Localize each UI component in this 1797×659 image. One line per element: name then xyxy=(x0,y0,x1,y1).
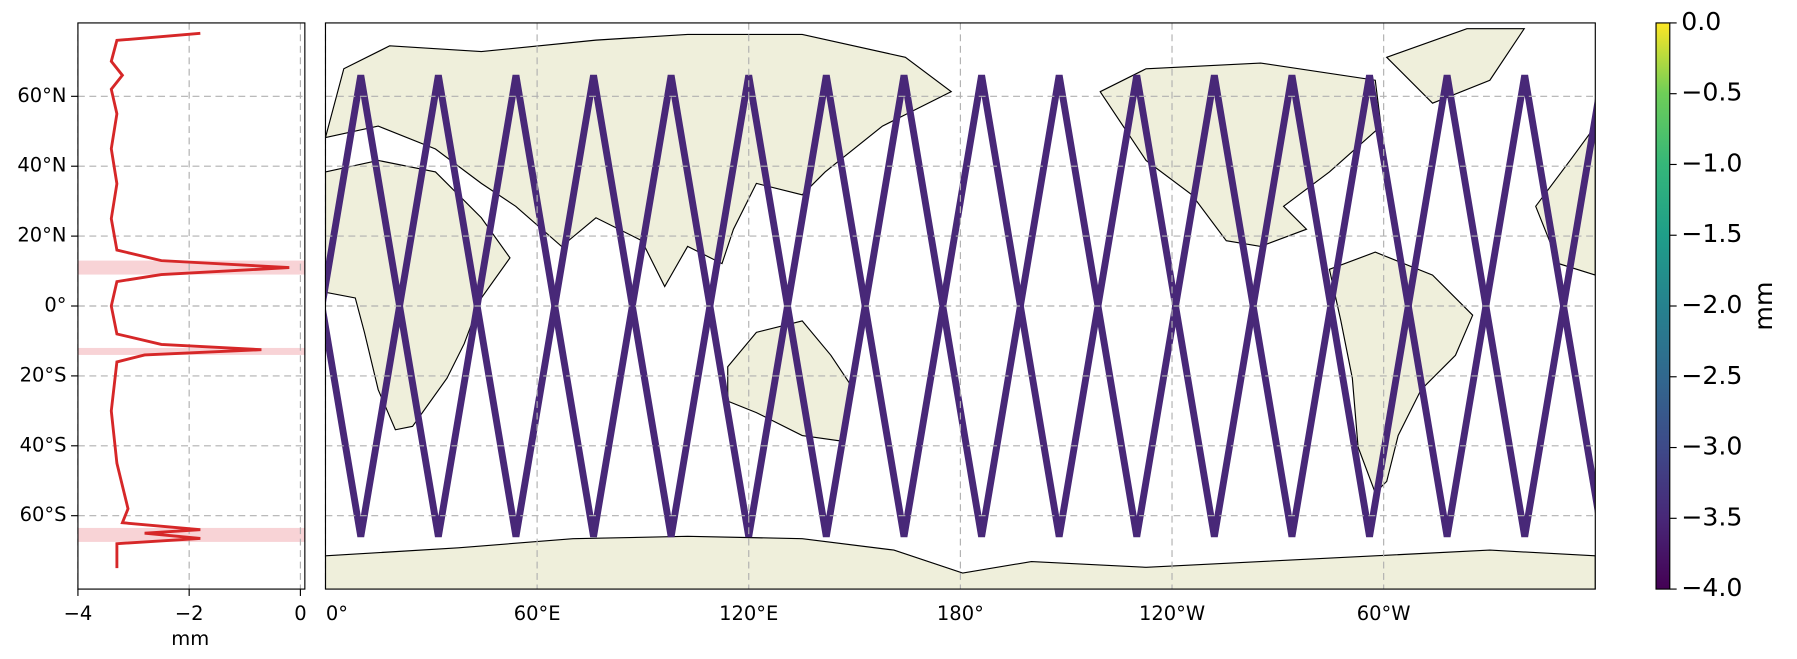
ground-track xyxy=(325,74,1596,538)
colorbar xyxy=(1655,22,1671,590)
y-tick-label: 20°S xyxy=(20,363,67,386)
colorbar-tick-label: −2.5 xyxy=(1681,361,1742,390)
colorbar-tick-label: −3.5 xyxy=(1681,502,1742,531)
x-tick-label: 180° xyxy=(937,602,984,625)
y-tick-label: 60°S xyxy=(20,503,67,526)
colorbar-tick-label: 0.0 xyxy=(1681,7,1721,36)
y-tick-label: 20°N xyxy=(17,224,66,247)
x-tick-label: 0° xyxy=(326,602,348,625)
marks xyxy=(109,31,290,569)
x-tick-label: 60°E xyxy=(514,602,561,625)
south-america xyxy=(1328,251,1474,494)
map-frame xyxy=(324,22,1596,590)
x-tick-label: −2 xyxy=(175,602,204,625)
colorbar-tick-label: −0.5 xyxy=(1681,78,1742,107)
tracks xyxy=(325,74,1596,538)
x-axis-label: mm xyxy=(171,627,209,650)
colorbar-tick-label: −2.0 xyxy=(1681,290,1742,319)
colorbar-tick-label: −4.0 xyxy=(1681,573,1742,602)
colorbar-label: mm xyxy=(1749,281,1778,330)
eurasia xyxy=(325,33,953,288)
profile-line xyxy=(109,31,290,569)
colorbar-tick-label: −1.5 xyxy=(1681,219,1742,248)
x-tick-label: 120°E xyxy=(719,602,778,625)
band xyxy=(77,527,305,542)
y-tick-label: 60°N xyxy=(17,84,66,107)
y-tick-label: 40°S xyxy=(20,433,67,456)
antarctica xyxy=(325,535,1596,590)
x-tick-label: −4 xyxy=(64,602,93,625)
greenland xyxy=(1385,28,1526,104)
x-tick-label: 0 xyxy=(294,602,306,625)
y-tick-label: 40°N xyxy=(17,154,66,177)
colorbar-tick-label: −3.0 xyxy=(1681,432,1742,461)
x-tick-label: 120°W xyxy=(1139,602,1205,625)
x-tick-label: 60°W xyxy=(1357,602,1411,625)
y-tick-label: 0° xyxy=(44,294,66,317)
colorbar-tick-label: −1.0 xyxy=(1681,148,1742,177)
